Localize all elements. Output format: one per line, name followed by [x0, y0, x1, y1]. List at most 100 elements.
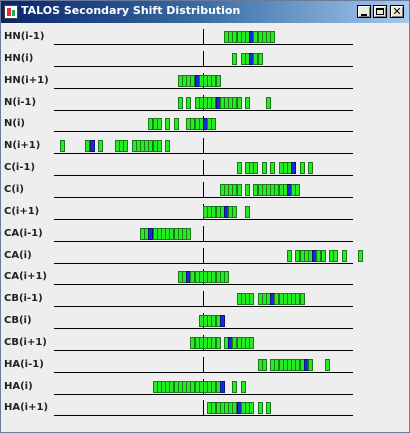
marker-bar — [220, 315, 225, 327]
row-axis-line — [54, 197, 353, 198]
histogram-bar — [211, 206, 216, 218]
histogram-bar — [270, 162, 275, 174]
histogram-bar — [249, 402, 254, 414]
row-axis-line — [54, 372, 353, 373]
row-label: C(i-1) — [4, 162, 36, 173]
histogram-bar — [258, 53, 263, 65]
histogram-bar — [211, 118, 216, 130]
histogram-bar — [211, 337, 216, 349]
row-label: CA(i+1) — [4, 271, 47, 282]
histogram-bar — [253, 184, 258, 196]
histogram-bar — [274, 184, 279, 196]
histogram-bar — [325, 359, 330, 371]
row-label: HN(i-1) — [4, 31, 45, 42]
maximize-button[interactable] — [373, 5, 387, 18]
distribution-panel: HN(i-1) HN(i) HN(i+1) N(i-1) N(i) N(i+1) C(i-1… — [1, 23, 409, 432]
histogram-bar — [300, 293, 305, 305]
histogram-bar — [300, 162, 305, 174]
row-label: N(i+1) — [4, 140, 41, 151]
reference-line — [203, 400, 204, 415]
histogram-bar — [216, 75, 221, 87]
histogram-bar — [262, 162, 267, 174]
close-icon: ✕ — [392, 5, 402, 18]
row-axis-line — [54, 328, 353, 329]
histogram-bar — [211, 381, 216, 393]
histogram-bar — [186, 97, 191, 109]
histogram-bar — [274, 293, 279, 305]
histogram-bar — [237, 97, 242, 109]
histogram-bar — [295, 359, 300, 371]
histogram-bar — [245, 97, 250, 109]
row-label: HA(i) — [4, 381, 33, 392]
row-label: CA(i-1) — [4, 228, 43, 239]
histogram-bar — [157, 140, 162, 152]
row-label: N(i-1) — [4, 97, 37, 108]
histogram-bar — [123, 140, 128, 152]
histogram-bar — [169, 228, 174, 240]
minimize-icon — [358, 6, 370, 17]
histogram-bar — [211, 97, 216, 109]
row-axis-line — [54, 131, 353, 132]
row-label: C(i+1) — [4, 206, 40, 217]
histogram-bar — [98, 140, 103, 152]
reference-line — [203, 29, 204, 44]
row-axis-line — [54, 263, 353, 264]
histogram-bar — [186, 228, 191, 240]
histogram-bar — [232, 31, 237, 43]
histogram-bar — [241, 381, 246, 393]
row-label: CB(i+1) — [4, 337, 47, 348]
reference-line — [203, 182, 204, 197]
marker-bar — [291, 162, 296, 174]
histogram-bar — [85, 140, 90, 152]
histogram-bar — [270, 31, 275, 43]
window-title: TALOS Secondary Shift Distribution — [21, 4, 241, 17]
histogram-bar — [190, 271, 195, 283]
row-axis-line — [54, 219, 353, 220]
histogram-bar — [148, 140, 153, 152]
maximize-icon — [374, 6, 386, 17]
histogram-bar — [190, 337, 195, 349]
histogram-bar — [266, 402, 271, 414]
reference-line — [203, 51, 204, 66]
row-axis-line — [54, 350, 353, 351]
app-icon[interactable] — [4, 5, 18, 19]
row-axis-line — [54, 66, 353, 67]
histogram-bar — [262, 359, 267, 371]
histogram-bar — [358, 250, 363, 262]
histogram-bar — [342, 250, 347, 262]
row-axis-line — [54, 153, 353, 154]
row-axis-line — [54, 110, 353, 111]
title-bar[interactable]: TALOS Secondary Shift Distribution ✕ — [1, 1, 409, 23]
histogram-bar — [211, 75, 216, 87]
reference-line — [203, 138, 204, 153]
histogram-bar — [237, 184, 242, 196]
histogram-bar — [249, 337, 254, 349]
histogram-bar — [211, 402, 216, 414]
minimize-button[interactable] — [357, 5, 371, 18]
histogram-bar — [258, 402, 263, 414]
histogram-bar — [190, 381, 195, 393]
row-label: HA(i+1) — [4, 402, 49, 413]
histogram-bar — [211, 271, 216, 283]
marker-bar — [90, 140, 95, 152]
row-axis-line — [54, 415, 353, 416]
histogram-bar — [211, 315, 216, 327]
histogram-bar — [321, 250, 326, 262]
histogram-bar — [245, 206, 250, 218]
histogram-bar — [253, 162, 258, 174]
row-axis-line — [54, 44, 353, 45]
histogram-bar — [169, 381, 174, 393]
histogram-bar — [295, 293, 300, 305]
histogram-bar — [266, 97, 271, 109]
close-button[interactable]: ✕ — [390, 5, 404, 18]
histogram-bar — [178, 97, 183, 109]
row-axis-line — [54, 175, 353, 176]
histogram-bar — [190, 75, 195, 87]
row-axis-line — [54, 284, 353, 285]
row-axis-line — [54, 88, 353, 89]
histogram-bar — [232, 53, 237, 65]
histogram-bar — [174, 118, 179, 130]
histogram-bar — [216, 337, 221, 349]
histogram-bar — [253, 31, 258, 43]
